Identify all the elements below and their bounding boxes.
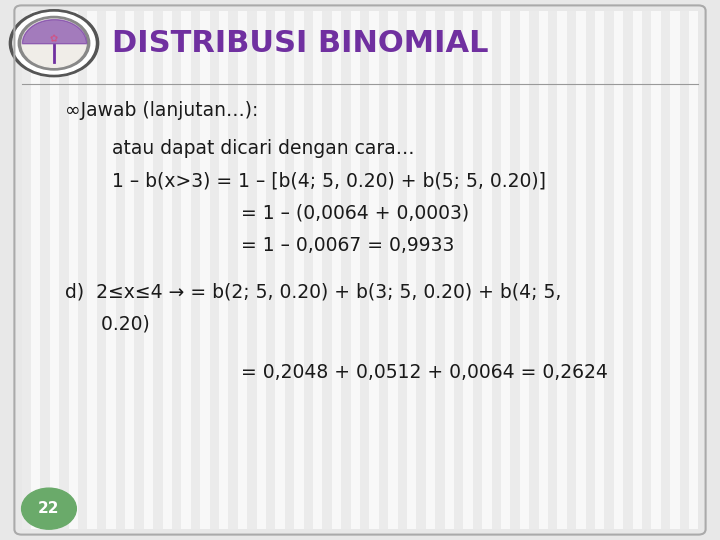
Bar (40, 11, 50, 529)
Bar (407, 11, 416, 529)
Bar (529, 11, 539, 529)
Text: = 1 – (0,0064 + 0,0003): = 1 – (0,0064 + 0,0003) (241, 204, 469, 223)
Bar (548, 11, 557, 529)
Bar (144, 11, 153, 529)
Bar (642, 11, 652, 529)
Text: 1 – b(x>3) = 1 – [b(4; 5, 0.20) + b(5; 5, 0.20)]: 1 – b(x>3) = 1 – [b(4; 5, 0.20) + b(5; 5… (112, 171, 546, 191)
Circle shape (13, 12, 95, 74)
Bar (680, 11, 689, 529)
Bar (219, 11, 228, 529)
Bar (191, 11, 200, 529)
Circle shape (22, 488, 76, 529)
Bar (604, 11, 613, 529)
Bar (585, 11, 595, 529)
Bar (426, 11, 435, 529)
Bar (96, 11, 106, 529)
Bar (567, 11, 576, 529)
Bar (31, 11, 40, 529)
Bar (416, 11, 426, 529)
Bar (652, 11, 661, 529)
Text: ✿: ✿ (50, 34, 58, 44)
Bar (200, 11, 210, 529)
Bar (87, 11, 96, 529)
Bar (397, 11, 407, 529)
Bar (473, 11, 482, 529)
Bar (163, 11, 172, 529)
Bar (256, 11, 266, 529)
Bar (613, 11, 624, 529)
Circle shape (9, 10, 99, 77)
Bar (661, 11, 670, 529)
Text: = 1 – 0,0067 = 0,9933: = 1 – 0,0067 = 0,9933 (241, 236, 454, 255)
Bar (125, 11, 135, 529)
Circle shape (22, 19, 86, 68)
Bar (22, 11, 31, 529)
Bar (210, 11, 219, 529)
Bar (153, 11, 163, 529)
Bar (304, 11, 313, 529)
Text: 22: 22 (38, 501, 60, 516)
Bar (510, 11, 520, 529)
Bar (238, 11, 247, 529)
Bar (379, 11, 388, 529)
Bar (520, 11, 529, 529)
Bar (351, 11, 360, 529)
Bar (360, 11, 369, 529)
Text: 0.20): 0.20) (65, 314, 150, 334)
Bar (501, 11, 510, 529)
Bar (313, 11, 323, 529)
Bar (369, 11, 379, 529)
Bar (595, 11, 604, 529)
Bar (341, 11, 351, 529)
Bar (388, 11, 397, 529)
Text: atau dapat dicari dengan cara…: atau dapat dicari dengan cara… (112, 139, 414, 158)
Bar (266, 11, 275, 529)
Text: = 0,2048 + 0,0512 + 0,0064 = 0,2624: = 0,2048 + 0,0512 + 0,0064 = 0,2624 (241, 363, 608, 382)
Bar (332, 11, 341, 529)
Bar (624, 11, 633, 529)
Bar (454, 11, 464, 529)
Bar (78, 11, 87, 529)
Bar (670, 11, 680, 529)
Bar (557, 11, 567, 529)
Bar (285, 11, 294, 529)
Bar (116, 11, 125, 529)
Bar (181, 11, 191, 529)
Bar (435, 11, 445, 529)
Bar (464, 11, 473, 529)
Bar (275, 11, 285, 529)
Circle shape (18, 16, 90, 70)
Bar (50, 11, 59, 529)
Bar (633, 11, 642, 529)
Bar (323, 11, 332, 529)
Bar (135, 11, 144, 529)
Text: d)  2≤x≤4 → = b(2; 5, 0.20) + b(3; 5, 0.20) + b(4; 5,: d) 2≤x≤4 → = b(2; 5, 0.20) + b(3; 5, 0.2… (65, 282, 561, 301)
Bar (444, 11, 454, 529)
Bar (228, 11, 238, 529)
Text: DISTRIBUSI BINOMIAL: DISTRIBUSI BINOMIAL (112, 29, 488, 58)
Text: ∞Jawab (lanjutan…):: ∞Jawab (lanjutan…): (65, 101, 258, 120)
Bar (689, 11, 698, 529)
Bar (172, 11, 181, 529)
Bar (294, 11, 304, 529)
Bar (247, 11, 256, 529)
Bar (492, 11, 501, 529)
Bar (539, 11, 548, 529)
Bar (68, 11, 78, 529)
Bar (59, 11, 68, 529)
Bar (576, 11, 585, 529)
Bar (107, 11, 116, 529)
Bar (482, 11, 492, 529)
